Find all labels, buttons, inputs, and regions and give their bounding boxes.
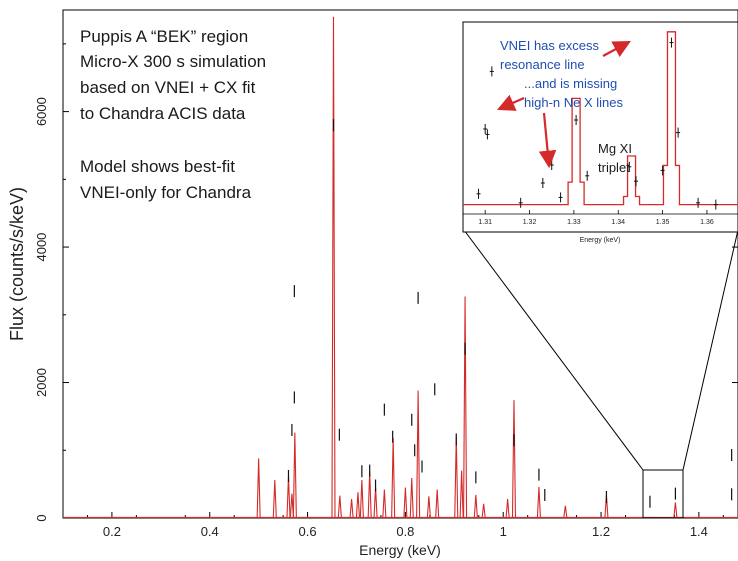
model-line-peak [382, 489, 387, 518]
inset-x-tick-label: 1.35 [656, 219, 670, 226]
model-line-peak [286, 475, 291, 518]
x-axis-label: Energy (keV) [359, 542, 441, 558]
y-tick-label: 6000 [34, 97, 49, 126]
data-points [287, 119, 733, 508]
x-tick-label: 1.2 [592, 524, 610, 539]
note-line-2: Micro-X 300 s simulation [80, 52, 266, 71]
inset-x-tick-label: 1.32 [523, 219, 537, 226]
inset-x-tick-label: 1.31 [478, 219, 492, 226]
model-line-peak [256, 458, 261, 518]
annotation-mg-line-2: triplet [598, 160, 630, 175]
inset-x-tick-label: 1.36 [700, 219, 714, 226]
simulation-note: Puppis A “BEK” region Micro-X 300 s simu… [80, 27, 266, 202]
model-line-peak [409, 478, 414, 518]
note-line-7: VNEI-only for Chandra [80, 183, 252, 202]
note-line-4: to Chandra ACIS data [80, 104, 246, 123]
model-line-peak [416, 390, 421, 518]
inset-model-spectrum [463, 31, 738, 206]
zoom-region-box [642, 469, 684, 519]
model-line-peak [391, 438, 396, 518]
model-line-peak [367, 471, 372, 518]
model-line-peak [359, 480, 364, 518]
model-line-peak [505, 498, 510, 518]
inset-x-axis: 1.31 1.32 1.33 1.34 1.35 1.36 [478, 210, 714, 226]
model-line-peak [289, 493, 294, 518]
inset-x-axis-label: Energy (keV) [580, 237, 621, 244]
inset-x-tick-label: 1.34 [611, 219, 625, 226]
model-line-peak [272, 480, 277, 518]
model-line-peak [355, 492, 360, 518]
inset-x-tick-label: 1.33 [567, 219, 581, 226]
x-tick-label: 0.6 [299, 524, 317, 539]
arrow-to-excess-line [602, 40, 631, 58]
model-line-peak [435, 489, 440, 518]
x-axis: 0.2 0.4 0.6 0.8 1 1.2 1.4 [86, 512, 724, 539]
model-line-peak [349, 498, 354, 518]
y-axis-label: Flux (counts/s/keV) [7, 187, 27, 341]
model-line-peak [331, 16, 336, 518]
x-tick-label: 0.2 [103, 524, 121, 539]
inset-background [462, 21, 738, 233]
model-line-peak [426, 496, 431, 518]
annotation-excess-line-1: VNEI has excess [500, 38, 599, 53]
x-tick-label: 0.4 [201, 524, 219, 539]
x-tick-label: 1.4 [690, 524, 708, 539]
annotation-missing-line-2: high-n Ne X lines [524, 95, 623, 110]
model-line-peak [463, 296, 468, 518]
model-line-peak [536, 486, 541, 518]
note-line-3: based on VNEI + CX fit [80, 78, 256, 97]
zoom-connector-left [463, 229, 644, 471]
y-tick-label: 2000 [34, 368, 49, 397]
model-line-peak [337, 495, 342, 518]
x-tick-label: 0.8 [396, 524, 414, 539]
model-spectrum [256, 16, 678, 518]
inset-annotations: VNEI has excess resonance line ...and is… [500, 38, 632, 175]
zoom-connector-right [682, 229, 738, 471]
annotation-missing-line-1: ...and is missing [524, 76, 617, 91]
note-line-1: Puppis A “BEK” region [80, 27, 248, 46]
model-line-peak [459, 470, 464, 518]
model-line-peak [673, 502, 678, 518]
model-line-peak [473, 494, 478, 518]
note-line-6: Model shows best-fit [80, 157, 235, 176]
x-tick-label: 1 [500, 524, 507, 539]
arrow-to-left-lines [496, 94, 525, 111]
annotation-excess-line-2: resonance line [500, 57, 585, 72]
model-line-peak [292, 432, 297, 518]
model-line-peak [403, 487, 408, 518]
model-line-peak [511, 400, 517, 518]
inset-model-profile [463, 31, 738, 206]
y-tick-label: 4000 [34, 233, 49, 262]
y-tick-label: 0 [34, 514, 49, 521]
model-line-peak [454, 436, 459, 518]
model-line-peak [481, 503, 486, 518]
arrow-to-high-n-lines [538, 112, 557, 169]
model-line-peak [563, 505, 568, 518]
annotation-mg-line-1: Mg XI [598, 141, 632, 156]
